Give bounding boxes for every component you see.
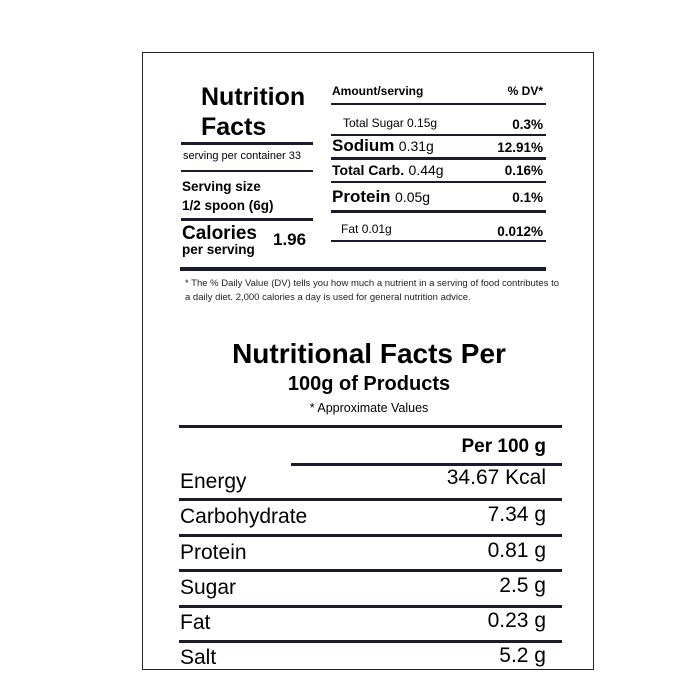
thick-divider: [179, 425, 562, 428]
divider: [331, 210, 546, 213]
row-total-sugar-dv: 0.3%: [512, 117, 543, 132]
per100-row-fat-value: 0.23 g: [487, 609, 546, 632]
per100-row-sugar-label: Sugar: [180, 576, 237, 599]
calories-label: Calories: [182, 223, 257, 244]
calories-value: 1.96: [273, 230, 307, 249]
title-underline: [181, 142, 313, 145]
nutrition-label-panel: Nutrition Facts serving per container 33…: [142, 52, 594, 670]
divider: [179, 640, 562, 643]
per100-row-salt-value: 5.2 g: [499, 644, 546, 667]
row-total-carb: Total Carb. 0.44g: [332, 162, 444, 178]
per100-subtitle: * Approximate Values: [309, 401, 429, 415]
row-sodium-dv: 12.91%: [497, 140, 543, 155]
per100-row-energy-value: 34.67 Kcal: [446, 466, 546, 489]
per100-row-sugar-value: 2.5 g: [499, 574, 546, 597]
thick-divider: [180, 267, 546, 271]
amount-header: Amount/serving: [332, 84, 424, 98]
per100-column-header: Per 100 g: [461, 436, 547, 457]
divider: [181, 170, 313, 172]
per100-title-line2: 100g of Products: [287, 373, 451, 395]
per100-row-protein-label: Protein: [180, 541, 247, 564]
per100-row-protein-value: 0.81 g: [487, 539, 546, 562]
row-protein-dv: 0.1%: [512, 190, 543, 205]
row-fat: Fat 0.01g: [341, 222, 392, 236]
serving-size-label: Serving size: [182, 179, 261, 194]
per100-row-carbohydrate-value: 7.34 g: [487, 503, 546, 526]
label-title-line2: Facts: [201, 113, 267, 141]
divider: [179, 534, 562, 537]
dv-footnote: * The % Daily Value (DV) tells you how m…: [185, 278, 560, 303]
divider: [331, 103, 546, 105]
divider: [331, 181, 546, 183]
per100-title-line1: Nutritional Facts Per: [232, 338, 506, 369]
per100-row-salt-label: Salt: [180, 646, 217, 669]
divider: [179, 569, 562, 572]
divider: [331, 157, 546, 160]
row-protein: Protein 0.05g: [332, 187, 431, 206]
per100-row-carbohydrate-label: Carbohydrate: [180, 505, 308, 528]
per100-row-fat-label: Fat: [180, 611, 211, 634]
row-total-carb-dv: 0.16%: [504, 163, 543, 178]
serving-size-value: 1/2 spoon (6g): [182, 198, 274, 213]
label-title-line1: Nutrition: [201, 83, 306, 111]
row-fat-dv: 0.012%: [497, 224, 543, 239]
serving-per-container: serving per container 33: [183, 150, 302, 162]
divider: [181, 218, 313, 221]
row-total-sugar: Total Sugar 0.15g: [343, 116, 438, 130]
per100-row-energy-label: Energy: [180, 470, 247, 493]
row-sodium: Sodium 0.31g: [332, 136, 434, 155]
divider: [179, 498, 562, 501]
divider: [331, 240, 546, 242]
divider: [331, 134, 546, 136]
divider: [291, 463, 562, 466]
calories-sub: per serving: [182, 242, 255, 257]
dv-header: % DV*: [507, 84, 543, 98]
divider: [179, 605, 562, 608]
